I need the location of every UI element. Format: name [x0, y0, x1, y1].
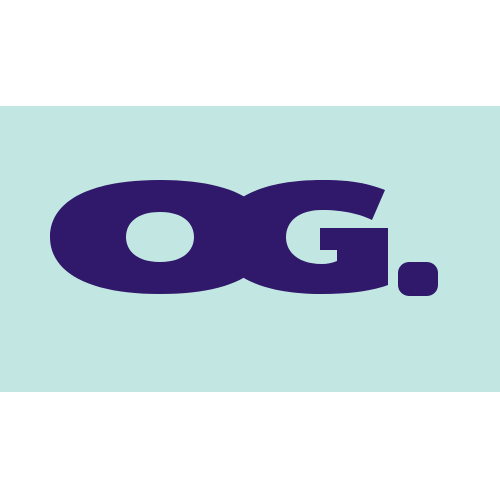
logo-letter-o — [50, 180, 270, 294]
logo-period — [398, 262, 438, 296]
logo-letter-g — [218, 180, 388, 294]
